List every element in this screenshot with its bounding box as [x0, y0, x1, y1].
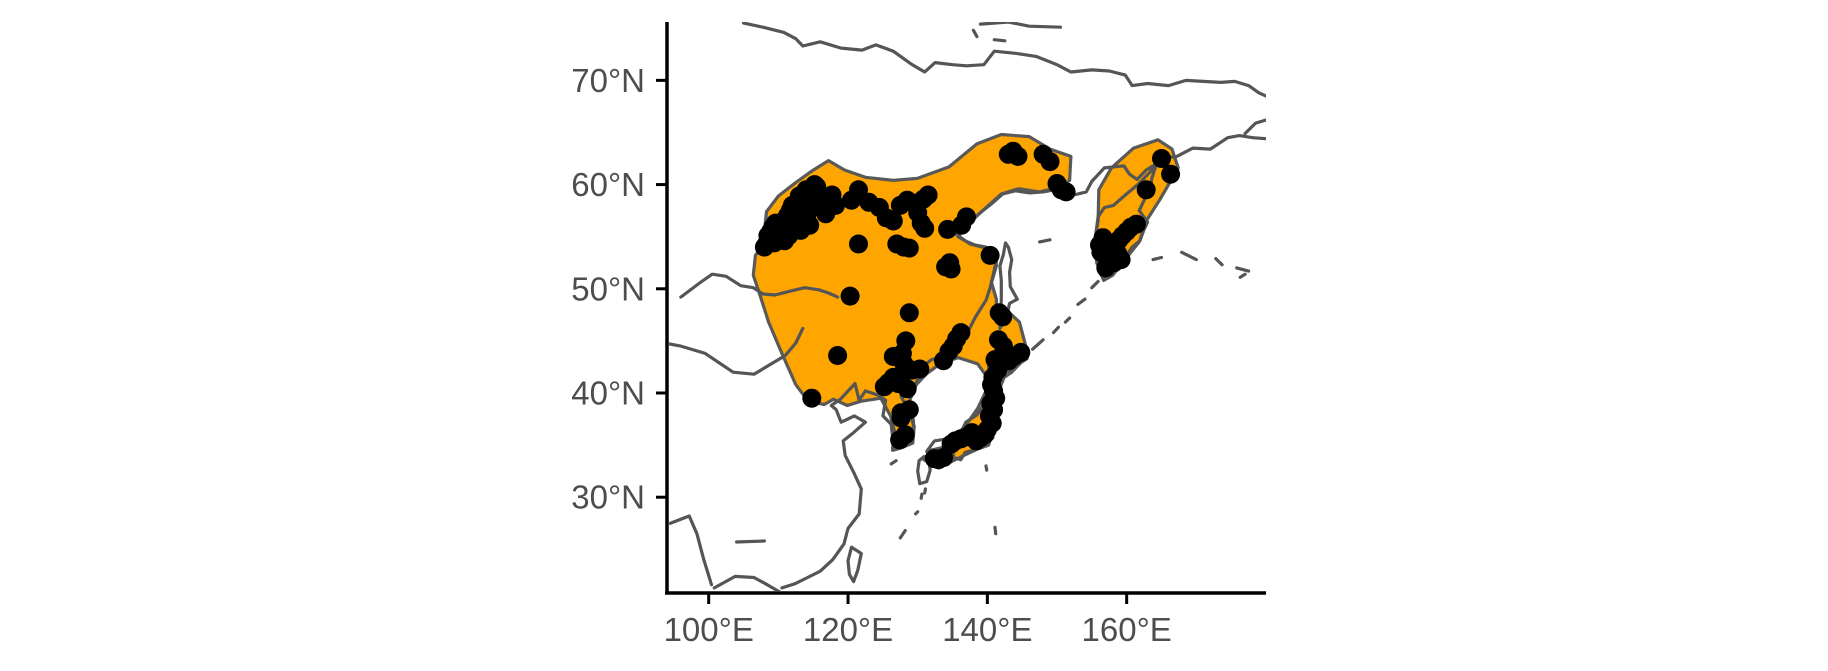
coastline-segment — [1051, 325, 1060, 335]
occurrence-point — [915, 218, 935, 238]
coastline-segment — [898, 529, 907, 540]
coastline-segment — [679, 272, 840, 299]
y-tick-label: 60°N — [571, 166, 645, 203]
occurrence-point — [840, 286, 860, 306]
y-axis-ticks: 30°N 40°N 50°N 60°N 70°N — [571, 62, 667, 516]
occurrence-point — [1161, 164, 1181, 184]
coastline-segment — [1238, 272, 1247, 279]
occurrence-point — [918, 185, 938, 205]
x-tick-label: 140°E — [942, 611, 1032, 648]
y-tick-label: 40°N — [571, 374, 645, 411]
occurrence-point — [1040, 152, 1060, 172]
coastline-segment — [846, 545, 863, 584]
occurrence-point — [828, 346, 848, 365]
occurrence-point — [897, 379, 917, 399]
coastline-segment — [1180, 250, 1198, 262]
occurrence-point — [1008, 146, 1028, 166]
occurrence-point — [1136, 180, 1156, 200]
occurrence-point — [894, 354, 914, 374]
occurrence-point — [1111, 250, 1131, 270]
coastline-segment — [993, 525, 998, 536]
coastline-segment — [1076, 297, 1087, 306]
occurrence-points-layer — [754, 141, 1181, 470]
occurrence-point — [1152, 149, 1171, 168]
map-panel — [669, 22, 1266, 591]
occurrence-point — [890, 430, 910, 450]
occurrence-point — [899, 303, 919, 323]
occurrence-point — [910, 359, 930, 379]
coastline-segment — [1243, 118, 1266, 136]
occurrence-point — [1096, 258, 1116, 278]
coastline-segment — [669, 326, 805, 376]
occurrence-point — [805, 175, 825, 195]
x-axis-ticks: 100°E 120°E 140°E 160°E — [664, 593, 1172, 648]
coastline-segment — [919, 492, 924, 500]
axes: 100°E 120°E 140°E 160°E 30°N 40°N 50°N 60°N 70°… — [571, 22, 1266, 648]
coastline-segment — [1235, 266, 1251, 273]
occurrence-point — [775, 231, 795, 251]
coastline-segment — [1090, 279, 1100, 290]
y-tick-label: 70°N — [571, 62, 645, 99]
coastline-segment — [1214, 257, 1224, 267]
coastline-segment — [889, 459, 898, 466]
coastline-segment — [992, 38, 1007, 43]
occurrence-point — [849, 180, 868, 200]
coastline-segment — [669, 514, 714, 587]
occurrence-point — [786, 218, 806, 238]
occurrence-point — [1093, 228, 1113, 248]
occurrence-point — [802, 388, 822, 408]
occurrence-point — [899, 238, 919, 258]
coastline-segment — [998, 241, 1019, 330]
occurrence-point — [891, 408, 911, 428]
coastline-segment — [916, 455, 932, 486]
coastline-segment — [1038, 238, 1052, 244]
occurrence-point — [957, 207, 976, 227]
coastline-segment — [1151, 255, 1164, 262]
y-tick-label: 30°N — [571, 479, 645, 516]
coastline-segment — [984, 464, 989, 472]
coastline-segment — [914, 510, 920, 516]
x-tick-label: 100°E — [664, 611, 754, 648]
coastline-segment — [735, 539, 766, 544]
occurrence-point — [941, 259, 961, 279]
x-tick-label: 120°E — [803, 611, 893, 648]
occurrence-point — [883, 211, 903, 231]
occurrence-point — [896, 331, 916, 351]
occurrence-point — [849, 234, 868, 254]
x-tick-label: 160°E — [1082, 611, 1172, 648]
occurrence-point — [980, 245, 1000, 265]
occurrence-point — [993, 307, 1013, 327]
occurrence-point — [951, 323, 971, 343]
y-tick-label: 50°N — [571, 270, 645, 307]
coastline-segment — [971, 28, 979, 39]
coastline-segment — [978, 22, 1063, 29]
coastline-segment — [1063, 316, 1072, 324]
occurrence-point — [1056, 182, 1076, 202]
coastline-segment — [923, 487, 927, 495]
coastline-segment — [741, 22, 1266, 98]
coastline-segment — [1031, 338, 1045, 351]
occurrence-point — [924, 449, 944, 469]
occurrence-point — [826, 195, 845, 215]
occurrence-point — [1011, 342, 1031, 362]
coastline-segment — [712, 574, 782, 591]
occurrence-point — [789, 186, 809, 206]
